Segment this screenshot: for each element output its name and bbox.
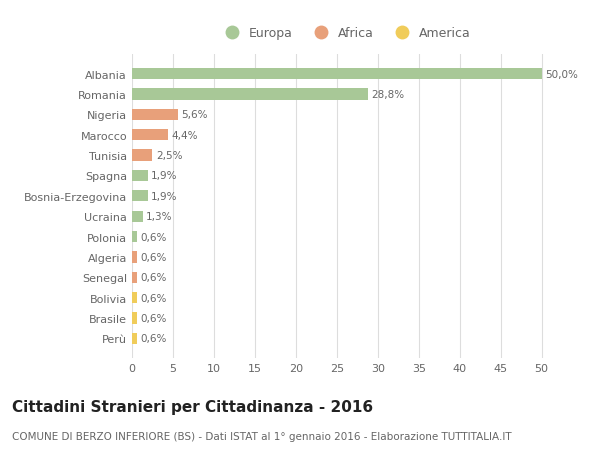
Text: 50,0%: 50,0% [545, 69, 578, 79]
Bar [132, 272, 137, 283]
Bar [132, 150, 152, 161]
Text: 0,6%: 0,6% [140, 313, 167, 323]
Bar [132, 313, 137, 324]
Bar [132, 231, 137, 243]
Text: 0,6%: 0,6% [140, 273, 167, 283]
Text: 4,4%: 4,4% [172, 130, 198, 140]
Legend: Europa, Africa, America: Europa, Africa, America [214, 22, 476, 45]
Bar [132, 333, 137, 344]
Text: 0,6%: 0,6% [140, 252, 167, 263]
Bar [132, 211, 143, 222]
Text: 0,6%: 0,6% [140, 232, 167, 242]
Text: 2,5%: 2,5% [156, 151, 182, 161]
Bar [132, 191, 148, 202]
Text: 1,9%: 1,9% [151, 171, 178, 181]
Bar [132, 170, 148, 182]
Text: 1,9%: 1,9% [151, 191, 178, 202]
Bar [132, 292, 137, 303]
Bar [132, 252, 137, 263]
Bar [132, 89, 368, 101]
Text: COMUNE DI BERZO INFERIORE (BS) - Dati ISTAT al 1° gennaio 2016 - Elaborazione TU: COMUNE DI BERZO INFERIORE (BS) - Dati IS… [12, 431, 512, 442]
Text: 28,8%: 28,8% [371, 90, 404, 100]
Text: Cittadini Stranieri per Cittadinanza - 2016: Cittadini Stranieri per Cittadinanza - 2… [12, 399, 373, 414]
Bar [132, 110, 178, 121]
Text: 5,6%: 5,6% [181, 110, 208, 120]
Text: 1,3%: 1,3% [146, 212, 172, 222]
Bar [132, 69, 542, 80]
Text: 0,6%: 0,6% [140, 293, 167, 303]
Bar [132, 130, 168, 141]
Text: 0,6%: 0,6% [140, 334, 167, 344]
